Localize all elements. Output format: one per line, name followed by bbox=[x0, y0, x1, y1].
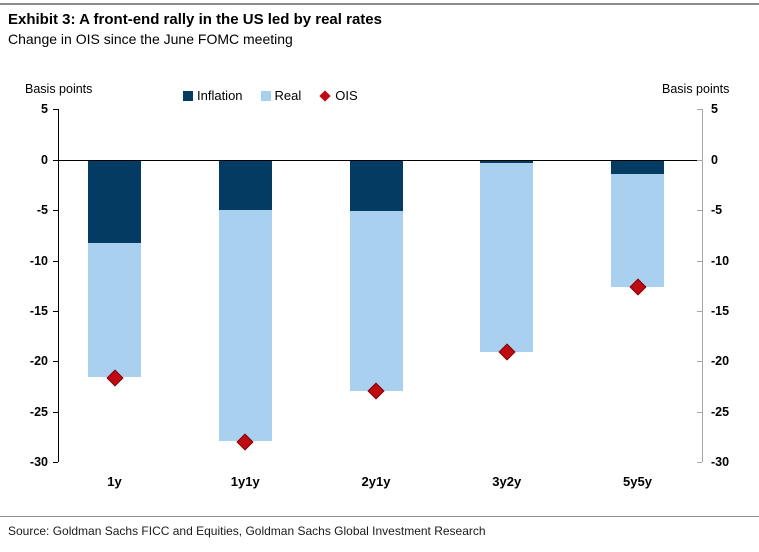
y-axis-tick-label-left-5: 5 bbox=[41, 102, 48, 117]
y-tick-left bbox=[53, 411, 58, 413]
bar-segment-inflation-2y1y bbox=[349, 159, 403, 212]
zero-line bbox=[58, 159, 702, 161]
legend-diamond-ois-icon bbox=[319, 89, 331, 102]
y-axis-tick-label-left--5: -5 bbox=[36, 203, 48, 218]
y-axis-title-left: Basis points bbox=[25, 82, 93, 96]
y-axis-tick-label-right--15: -15 bbox=[711, 303, 730, 318]
y-axis-tick-label-left--25: -25 bbox=[29, 404, 48, 419]
x-axis-label-1y1y: 1y1y bbox=[230, 474, 260, 489]
legend-label-real: Real bbox=[274, 88, 302, 103]
y-tick-right bbox=[697, 260, 702, 262]
x-axis-label-1y: 1y bbox=[107, 474, 122, 489]
y-axis-title-right: Basis points bbox=[662, 82, 730, 96]
legend-item-ois: OIS bbox=[319, 88, 358, 103]
x-axis-label-5y5y: 5y5y bbox=[623, 474, 652, 489]
y-tick-right bbox=[697, 462, 702, 464]
chart-title: Exhibit 3: A front-end rally in the US l… bbox=[8, 11, 382, 28]
y-axis-tick-label-left--30: -30 bbox=[29, 455, 48, 470]
legend-swatch-real-icon bbox=[260, 90, 271, 101]
legend-item-inflation: Inflation bbox=[183, 88, 243, 103]
y-axis-tick-label-right-5: 5 bbox=[711, 102, 718, 117]
bar-segment-real-3y2y bbox=[480, 162, 534, 353]
legend-label-inflation: Inflation bbox=[197, 88, 243, 103]
y-tick-right bbox=[697, 109, 702, 111]
y-tick-left bbox=[53, 109, 58, 111]
y-axis-tick-label-right--30: -30 bbox=[711, 455, 730, 470]
y-axis-line-left bbox=[58, 109, 59, 463]
bar-segment-real-1y bbox=[88, 243, 141, 377]
y-axis-tick-label-right--5: -5 bbox=[711, 203, 723, 218]
bar-segment-inflation-5y5y bbox=[611, 159, 664, 174]
legend-swatch-inflation-icon bbox=[183, 90, 193, 101]
y-tick-left bbox=[53, 159, 58, 161]
bar-segment-inflation-1y bbox=[88, 159, 141, 244]
top-divider bbox=[0, 3, 759, 5]
y-tick-right bbox=[697, 411, 702, 413]
source-note: Source: Goldman Sachs FICC and Equities,… bbox=[8, 524, 486, 538]
legend-item-real: Real bbox=[260, 88, 302, 103]
y-tick-left bbox=[53, 462, 58, 464]
y-tick-right bbox=[697, 210, 702, 212]
y-tick-left bbox=[53, 310, 58, 312]
y-axis-tick-label-right-0: 0 bbox=[711, 152, 718, 167]
y-axis-tick-label-left--20: -20 bbox=[29, 354, 48, 369]
y-tick-left bbox=[53, 260, 58, 262]
y-axis-line-right bbox=[702, 109, 703, 463]
bar-segment-real-1y1y bbox=[218, 210, 272, 442]
y-axis-tick-label-right--10: -10 bbox=[711, 253, 730, 268]
legend-label-ois: OIS bbox=[335, 88, 358, 103]
y-tick-right bbox=[697, 310, 702, 312]
legend: Inflation Real OIS bbox=[183, 88, 358, 103]
y-axis-tick-label-right--20: -20 bbox=[711, 354, 730, 369]
bar-segment-real-5y5y bbox=[611, 173, 664, 287]
y-axis-tick-label-left--15: -15 bbox=[29, 303, 48, 318]
bar-segment-real-2y1y bbox=[349, 211, 403, 391]
bar-segment-inflation-1y1y bbox=[218, 159, 272, 211]
y-axis-tick-label-left--10: -10 bbox=[29, 253, 48, 268]
x-axis-label-2y1y: 2y1y bbox=[361, 474, 391, 489]
y-tick-right bbox=[697, 361, 702, 363]
y-axis-tick-label-right--25: -25 bbox=[711, 404, 730, 419]
x-axis-label-3y2y: 3y2y bbox=[492, 474, 522, 489]
y-tick-right bbox=[697, 159, 702, 161]
y-tick-left bbox=[53, 210, 58, 212]
bar-segment-inflation-3y2y bbox=[480, 159, 534, 163]
chart-subtitle: Change in OIS since the June FOMC meetin… bbox=[8, 31, 293, 47]
bottom-divider bbox=[0, 516, 759, 517]
y-axis-tick-label-left-0: 0 bbox=[41, 152, 48, 167]
y-tick-left bbox=[53, 361, 58, 363]
